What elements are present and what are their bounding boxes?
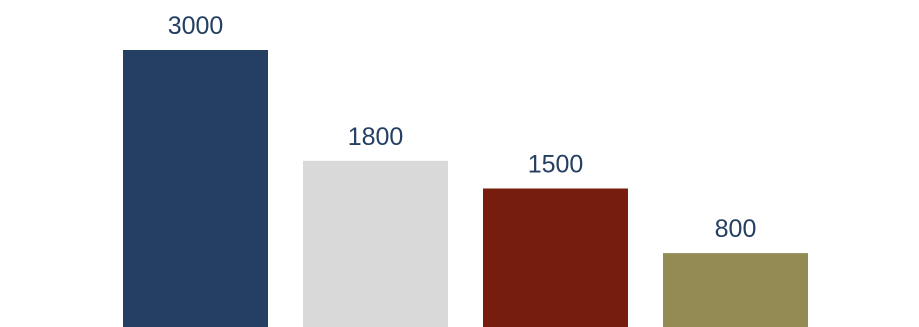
data-labels-group: 3000 1800 1500 800 xyxy=(168,12,757,243)
data-label-2: 1800 xyxy=(348,123,404,151)
data-label-3: 1500 xyxy=(528,151,584,179)
bar-1 xyxy=(123,50,268,327)
bars-group xyxy=(123,50,808,327)
bar-3 xyxy=(483,188,628,327)
data-label-4: 800 xyxy=(715,215,757,243)
bar-2 xyxy=(303,160,448,327)
data-label-1: 3000 xyxy=(168,12,224,40)
bar-4 xyxy=(663,253,808,327)
